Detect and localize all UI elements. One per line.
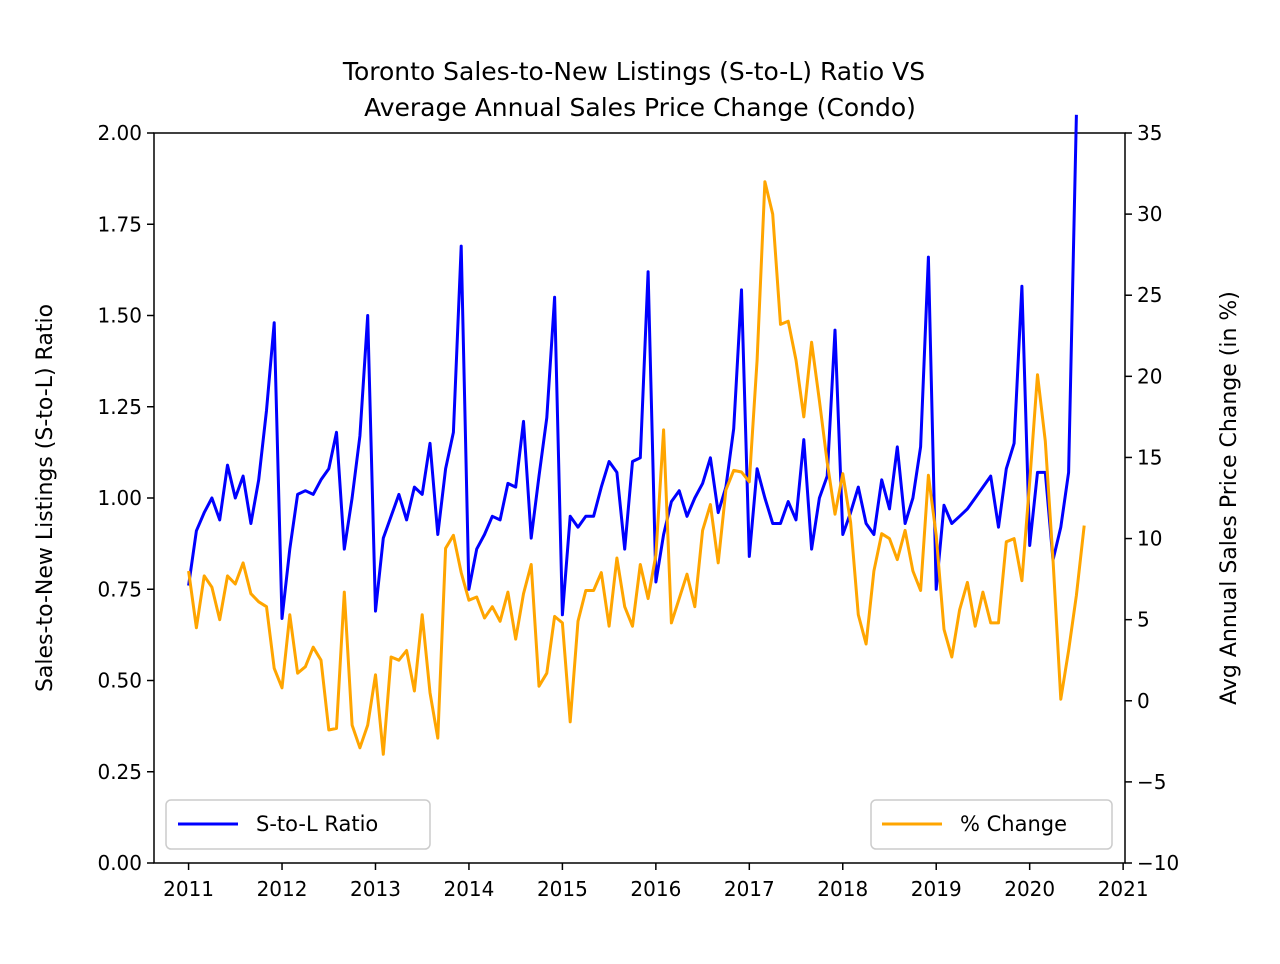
y-right-tick-label-0: 0 [1137, 689, 1150, 713]
x-tick-label-2017: 2017 [724, 877, 775, 901]
x-tick-label-2013: 2013 [350, 877, 401, 901]
x-tick-label-2018: 2018 [817, 877, 868, 901]
y-right-tick-label-20: 20 [1137, 364, 1162, 388]
x-tick-label-2014: 2014 [443, 877, 494, 901]
y-right-tick-label-25: 25 [1137, 283, 1162, 307]
y-right-tick-label--5: −5 [1137, 770, 1166, 794]
x-tick-label-2011: 2011 [163, 877, 214, 901]
plot-frame [153, 132, 1126, 864]
y-axis-label-left: Sales-to-New Listings (S-to-L) Ratio [33, 304, 58, 692]
legend-s-to-l: S-to-L Ratio [165, 799, 431, 850]
y-left-tick-label-0.50: 0.50 [97, 669, 142, 693]
x-tick-label-2015: 2015 [537, 877, 588, 901]
y-right-tick-label-10: 10 [1137, 527, 1162, 551]
series-line-pct-change [187, 180, 1086, 756]
y-right-tick-label-35: 35 [1137, 121, 1162, 145]
y-left-tick-label-1.25: 1.25 [97, 395, 142, 419]
y-left-tick-label-0.00: 0.00 [97, 851, 142, 875]
y-left-tick-label-1.00: 1.00 [97, 486, 142, 510]
y-left-tick-label-0.25: 0.25 [97, 760, 142, 784]
chart-title-line-2: Average Annual Sales Price Change (Condo… [364, 93, 916, 122]
chart-title: Toronto Sales-to-New Listings (S-to-L) R… [342, 57, 925, 122]
legend-pct-change-label: % Change [960, 812, 1067, 836]
legend-s-to-l-label: S-to-L Ratio [256, 812, 378, 836]
y-left-tick-label-0.75: 0.75 [97, 577, 142, 601]
y-left-tick-label-1.75: 1.75 [97, 212, 142, 236]
y-left-tick-label-2.00: 2.00 [97, 121, 142, 145]
axes: 2011 2012 2013 2014 2015 2016 2017 2018 2019 2020… [97, 121, 1179, 901]
chart-title-line-1: Toronto Sales-to-New Listings (S-to-L) R… [342, 57, 925, 86]
y-right-tick-label-30: 30 [1137, 202, 1162, 226]
y-right-tick-label-15: 15 [1137, 445, 1162, 469]
legend-pct-change-box [870, 799, 1113, 850]
legend-s-to-l-box [165, 799, 431, 850]
x-tick-label-2012: 2012 [257, 877, 308, 901]
y-right-tick-label--10: −10 [1137, 851, 1179, 875]
x-tick-label-2021: 2021 [1098, 877, 1149, 901]
legend-pct-change: % Change [870, 799, 1113, 850]
plot-area [187, 114, 1086, 756]
y-left-tick-label-1.50: 1.50 [97, 304, 142, 328]
y-axis-label-right: Avg Annual Sales Price Change (in %) [1217, 291, 1242, 705]
x-tick-label-2020: 2020 [1004, 877, 1055, 901]
series-line-s-to-l-ratio [187, 114, 1078, 620]
x-tick-label-2016: 2016 [630, 877, 681, 901]
y-right-tick-label-5: 5 [1137, 608, 1150, 632]
x-tick-label-2019: 2019 [911, 877, 962, 901]
